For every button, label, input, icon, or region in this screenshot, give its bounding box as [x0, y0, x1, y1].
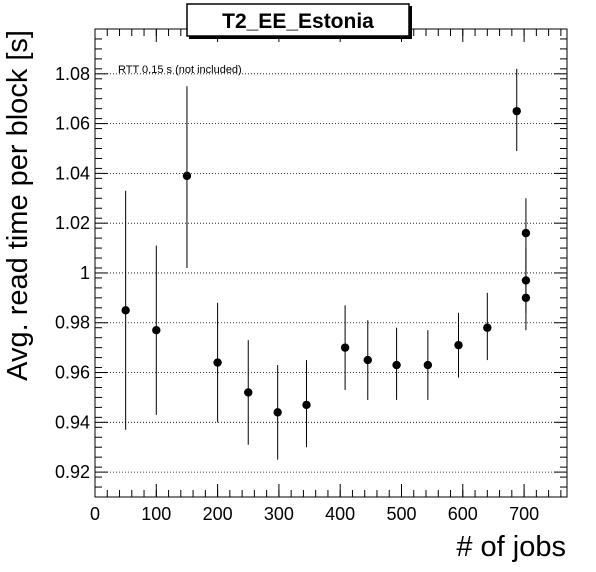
error-bars: [125, 68, 527, 460]
data-point: [363, 355, 372, 365]
y-tick-label: 1.02: [55, 213, 90, 233]
x-tick-label: 500: [386, 504, 416, 524]
y-tick-label: 0.94: [55, 412, 90, 432]
y-tick-label: 0.96: [55, 363, 90, 383]
data-point: [152, 326, 161, 335]
gridlines: [95, 73, 567, 473]
x-tick-label: 300: [264, 504, 294, 524]
x-tick-label: 100: [141, 504, 171, 524]
data-point: [213, 358, 222, 367]
y-tick-label: 1.04: [55, 163, 90, 183]
y-tick-labels: 0.92 0.94 0.96 0.98 1 1.02 1.04 1.06 1.08: [55, 64, 90, 482]
y-tick-label: 1.06: [55, 114, 90, 134]
data-point: [521, 293, 531, 303]
data-point: [121, 306, 130, 315]
y-axis-title: Avg. read time per block [s]: [2, 30, 34, 381]
x-tick-label: 400: [325, 504, 355, 524]
data-point: [340, 343, 350, 352]
y-tick-label: 1.08: [55, 64, 90, 84]
chart-title: T2_EE_Estonia: [222, 10, 374, 33]
data-point: [521, 228, 531, 238]
data-point: [512, 106, 521, 116]
data-point: [182, 171, 192, 181]
x-tick-label: 200: [203, 504, 233, 524]
x-tick-labels: 0 100 200 300 400 500 600 700: [90, 504, 539, 524]
annotation-text: RTT 0.15 s (not included): [118, 64, 242, 76]
y-tick-label: 1: [80, 263, 90, 283]
title-box: [186, 3, 410, 37]
x-tick-label: 700: [509, 504, 539, 524]
plot-frame: [94, 28, 568, 498]
axis-ticks: [94, 28, 567, 498]
data-points: [121, 106, 531, 417]
data-point: [423, 360, 433, 370]
y-tick-label: 0.98: [55, 313, 90, 333]
y-tick-label: 0.92: [55, 462, 90, 482]
data-point: [454, 340, 463, 350]
data-point: [244, 388, 253, 397]
data-point: [392, 360, 401, 370]
x-axis-title: # of jobs: [456, 531, 566, 563]
data-point: [521, 276, 531, 285]
data-point: [302, 400, 311, 410]
data-point: [483, 323, 492, 332]
x-tick-label: 600: [448, 504, 478, 524]
data-point: [273, 408, 282, 417]
x-tick-label: 0: [90, 504, 100, 524]
